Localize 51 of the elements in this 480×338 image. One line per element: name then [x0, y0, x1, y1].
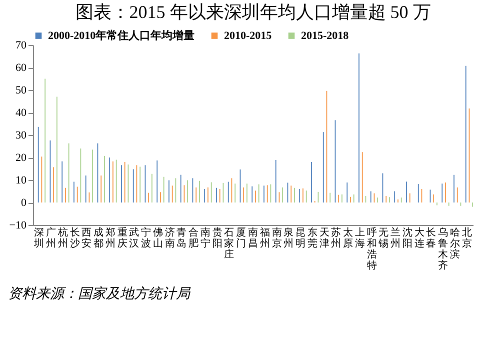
chart-title: 图表：2015 年以来深圳年均人口增量超 50 万 [75, 2, 431, 22]
text: 资料来源：国家及地方统计局 [8, 286, 191, 302]
x-tick-label: 佛山 [152, 228, 163, 250]
x-tick-label: 泉州 [284, 226, 294, 250]
x-tick-label: 福州 [260, 226, 270, 250]
x-tick-label: 成都 [94, 226, 104, 250]
x-tick-label: 长沙 [70, 226, 80, 250]
y-tick-label: 20 [16, 152, 27, 164]
x-tick-label: 兰州 [390, 226, 401, 250]
y-tick-label: −10 [9, 220, 27, 232]
x-tick-label: 重庆 [117, 226, 128, 250]
y-tick-label: 70 [16, 40, 27, 52]
legend-label: 2010-2015 [224, 30, 272, 42]
x-tick-label: 大连 [414, 226, 424, 250]
x-tick-label: 天津 [319, 228, 330, 250]
x-tick-label: 深圳 [33, 226, 44, 250]
y-tick-label: 10 [16, 174, 27, 186]
x-tick-label: 太原 [343, 226, 354, 250]
x-tick-label: 郑州 [105, 226, 116, 250]
x-tick-label: 上海 [354, 226, 365, 250]
x-tick-label: 杭州 [56, 226, 68, 250]
x-tick-label: 南昌 [248, 226, 258, 250]
y-tick-label: 0 [21, 197, 27, 209]
x-tick-label: 厦门 [236, 228, 246, 250]
y-tick-label: 50 [16, 84, 27, 96]
x-tick-label: 贵阳 [212, 226, 222, 250]
x-tick-label: 西安 [82, 228, 92, 250]
x-tick-label: 宁波 [141, 226, 152, 250]
x-tick-label: 济南 [164, 226, 175, 250]
x-tick-label: 青岛 [176, 226, 187, 250]
x-tick-label: 广州 [46, 226, 56, 250]
y-tick-label: 40 [16, 107, 27, 119]
x-tick-label: 苏州 [331, 226, 342, 250]
x-tick-label: 石家庄 [224, 228, 234, 260]
x-tick-label: 无锡 [378, 228, 389, 250]
x-tick-label: 北京 [462, 226, 472, 250]
x-tick-label: 南宁 [200, 226, 210, 250]
x-tick-label: 呼和浩特 [366, 226, 377, 272]
legend-label: 2000-2010年常住人口年均增量 [48, 28, 195, 42]
x-tick-label: 东莞 [307, 226, 318, 250]
x-tick-label: 哈尔滨 [450, 226, 460, 260]
x-tick-label: 南京 [272, 226, 282, 250]
x-tick-label: 武汉 [129, 226, 140, 250]
x-tick-label: 长春 [426, 226, 436, 250]
legend-label: 2015-2018 [301, 30, 350, 42]
x-tick-label: 乌鲁木齐 [438, 226, 448, 272]
x-tick-label: 昆明 [296, 228, 306, 250]
y-tick-label: 60 [16, 62, 27, 74]
x-tick-label: 合肥 [188, 226, 199, 250]
x-tick-label: 沈阳 [402, 226, 412, 250]
y-tick-label: 30 [16, 130, 27, 142]
